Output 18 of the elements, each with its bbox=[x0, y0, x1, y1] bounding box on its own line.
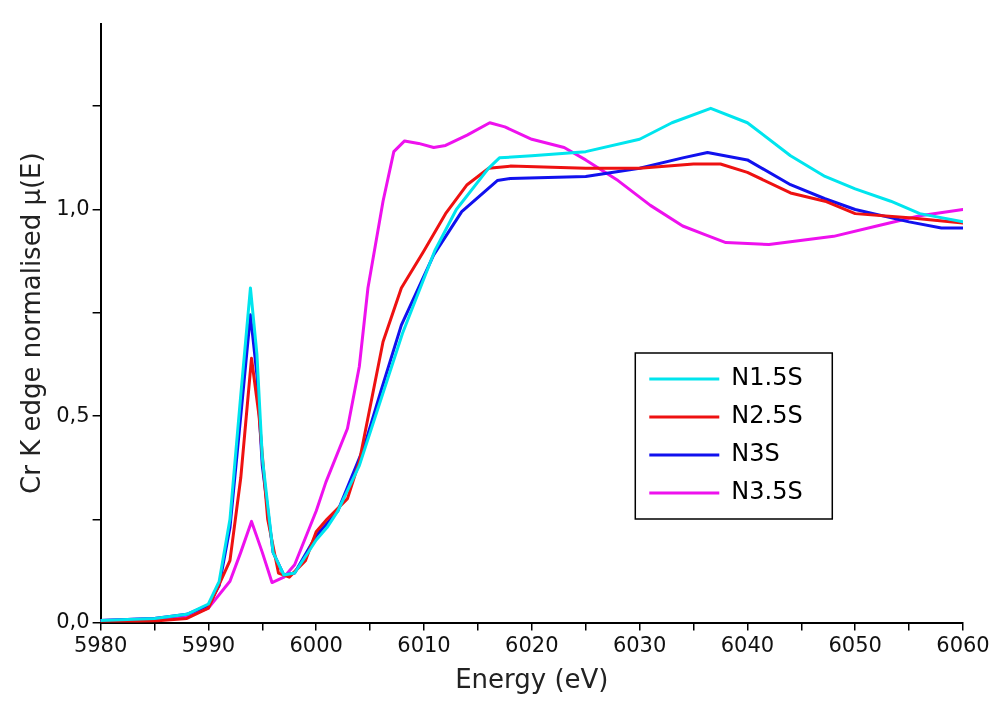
x-tick-label: 5980 bbox=[73, 632, 128, 657]
x-tick-label: 6040 bbox=[720, 632, 775, 657]
x-tick-label: 5990 bbox=[181, 632, 236, 657]
x-axis-title: Energy (eV) bbox=[455, 664, 609, 695]
legend-label: N3S bbox=[731, 439, 780, 468]
y-axis-title: Cr K edge normalised µ(E) bbox=[16, 152, 47, 494]
legend-label: N3.5S bbox=[731, 477, 803, 506]
x-tick-label: 6020 bbox=[505, 632, 559, 657]
x-tick-label: 6060 bbox=[936, 632, 990, 657]
y-tick-label: 0,5 bbox=[56, 402, 90, 427]
x-tick-label: 6030 bbox=[612, 632, 667, 657]
legend-label: N2.5S bbox=[731, 401, 803, 430]
x-tick-label: 6010 bbox=[397, 632, 451, 657]
x-tick-label: 6050 bbox=[828, 632, 882, 657]
y-tick-label: 0,0 bbox=[56, 609, 90, 634]
legend-label: N1.5S bbox=[731, 363, 803, 392]
x-tick-label: 6000 bbox=[289, 632, 343, 657]
y-tick-label: 1,0 bbox=[56, 195, 90, 220]
